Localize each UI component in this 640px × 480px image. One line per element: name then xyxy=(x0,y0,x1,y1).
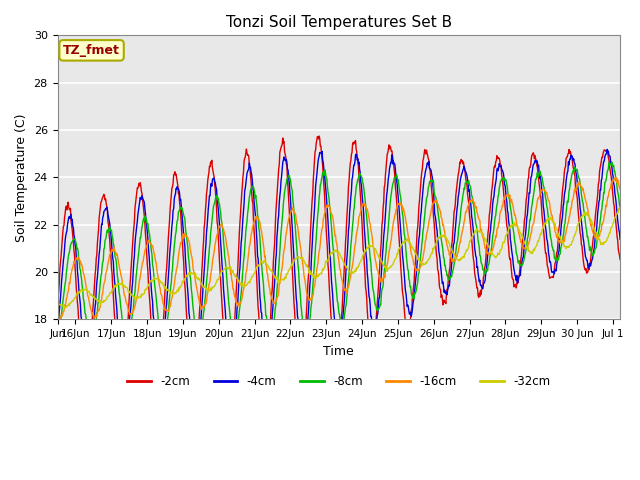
-2cm xyxy=(589,237,597,242)
-2cm xyxy=(598,155,605,160)
-32cm xyxy=(288,262,296,267)
Line: -4cm: -4cm xyxy=(58,149,620,362)
-2cm xyxy=(54,305,61,311)
Line: -8cm: -8cm xyxy=(58,162,620,340)
-8cm xyxy=(81,304,88,310)
-8cm xyxy=(159,334,166,340)
X-axis label: Time: Time xyxy=(323,345,354,358)
Line: -32cm: -32cm xyxy=(58,207,620,307)
-4cm xyxy=(598,178,605,184)
-2cm xyxy=(189,373,197,379)
-4cm xyxy=(159,347,166,352)
-4cm xyxy=(386,165,394,171)
-16cm xyxy=(288,208,296,214)
-16cm xyxy=(159,297,166,303)
Text: TZ_fmet: TZ_fmet xyxy=(63,44,120,57)
-16cm xyxy=(612,175,620,180)
-4cm xyxy=(288,214,296,219)
-2cm xyxy=(387,143,394,149)
Line: -2cm: -2cm xyxy=(58,136,620,376)
-4cm xyxy=(604,146,611,152)
-16cm xyxy=(56,319,63,325)
-8cm xyxy=(608,159,616,165)
-32cm xyxy=(616,204,624,210)
-32cm xyxy=(63,304,70,310)
-8cm xyxy=(589,251,596,256)
-2cm xyxy=(158,337,166,343)
-16cm xyxy=(616,186,624,192)
Line: -16cm: -16cm xyxy=(58,178,620,322)
-32cm xyxy=(386,265,394,271)
-4cm xyxy=(54,329,61,335)
-8cm xyxy=(123,337,131,343)
-16cm xyxy=(598,228,605,233)
-32cm xyxy=(598,240,605,246)
Legend: -2cm, -4cm, -8cm, -16cm, -32cm: -2cm, -4cm, -8cm, -16cm, -32cm xyxy=(122,371,555,393)
-8cm xyxy=(598,208,605,214)
-8cm xyxy=(288,185,296,191)
-2cm xyxy=(288,252,296,258)
-2cm xyxy=(81,369,88,374)
-16cm xyxy=(54,317,61,323)
Y-axis label: Soil Temperature (C): Soil Temperature (C) xyxy=(15,113,28,241)
-4cm xyxy=(589,256,596,262)
-8cm xyxy=(386,206,394,212)
-4cm xyxy=(120,360,127,365)
-2cm xyxy=(316,133,323,139)
-32cm xyxy=(81,287,89,292)
-4cm xyxy=(81,346,88,351)
-32cm xyxy=(159,280,166,286)
-4cm xyxy=(616,236,624,242)
Title: Tonzi Soil Temperatures Set B: Tonzi Soil Temperatures Set B xyxy=(226,15,452,30)
-16cm xyxy=(589,228,596,234)
-8cm xyxy=(616,206,624,212)
-32cm xyxy=(589,221,596,227)
-8cm xyxy=(54,333,61,338)
-32cm xyxy=(54,298,61,304)
-2cm xyxy=(616,257,624,263)
-16cm xyxy=(81,277,89,283)
-16cm xyxy=(386,247,394,252)
